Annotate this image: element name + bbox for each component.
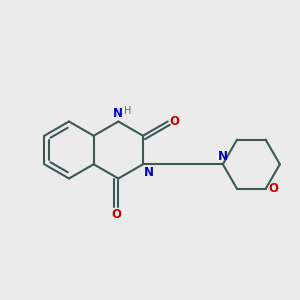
Text: H: H bbox=[124, 106, 131, 116]
Text: N: N bbox=[218, 150, 228, 163]
Text: N: N bbox=[144, 166, 154, 179]
Text: O: O bbox=[112, 208, 122, 221]
Text: O: O bbox=[268, 182, 278, 195]
Text: N: N bbox=[113, 107, 123, 120]
Text: O: O bbox=[169, 115, 179, 128]
